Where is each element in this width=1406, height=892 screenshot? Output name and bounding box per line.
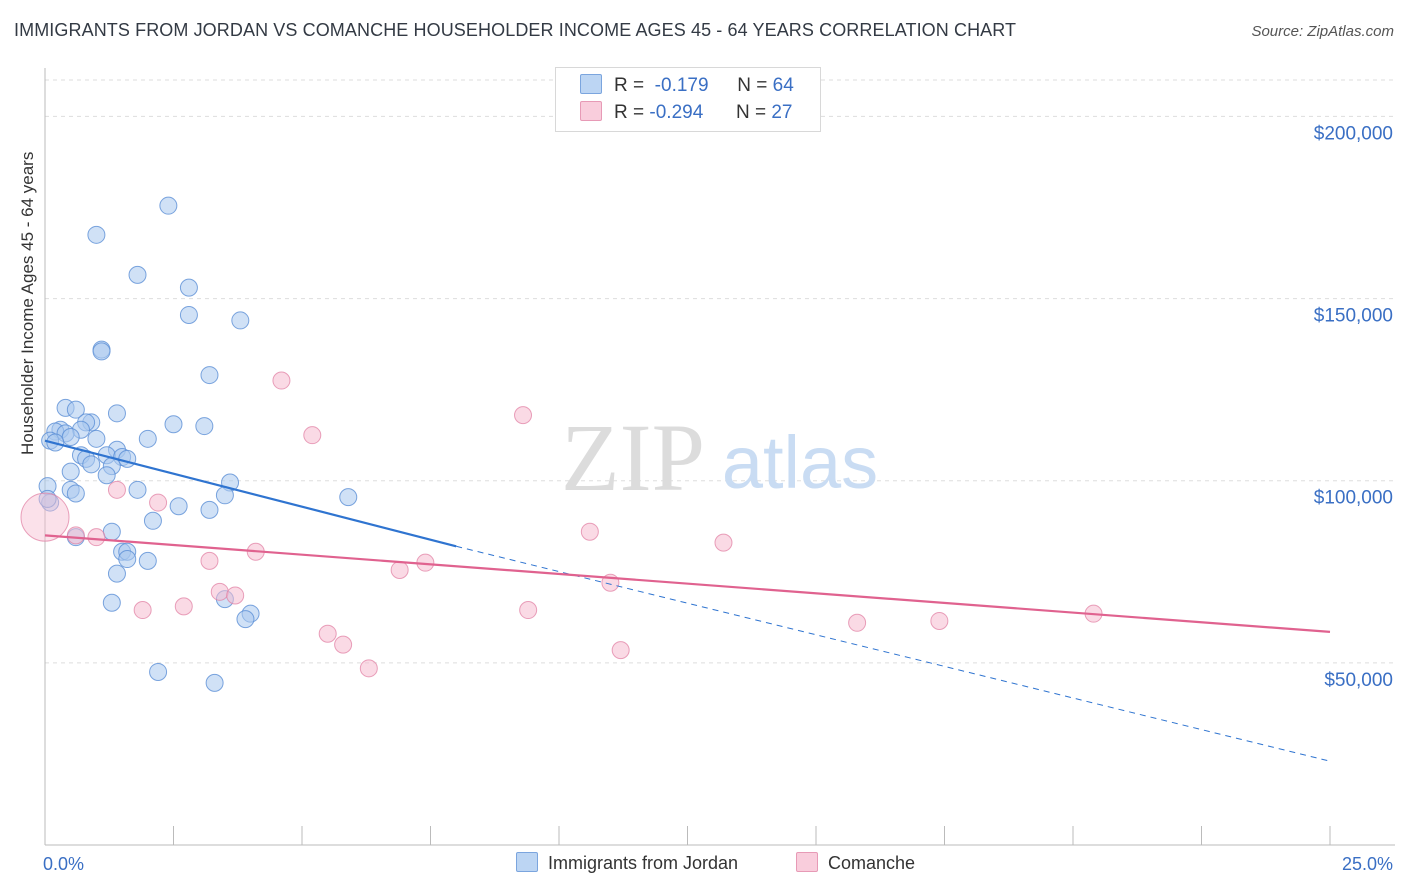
point-comanche (714, 533, 733, 552)
point-jordan (102, 593, 121, 612)
point-comanche (226, 586, 245, 605)
point-comanche (318, 624, 337, 643)
legend-swatch-jordan (516, 852, 538, 872)
legend-item-comanche: Comanche (796, 852, 915, 874)
point-jordan (138, 429, 157, 448)
point-comanche (848, 613, 867, 632)
point-jordan (92, 342, 111, 361)
point-jordan (128, 480, 147, 499)
trend-line-comanche (44, 534, 1331, 633)
legend-r-value-comanche: -0.294 (649, 102, 704, 123)
legend-r-label: R = (614, 102, 645, 123)
point-jordan (118, 550, 137, 569)
point-comanche (611, 641, 630, 660)
point-comanche (133, 601, 152, 620)
legend-r-label: R = (614, 75, 645, 96)
point-jordan (118, 449, 137, 468)
point-comanche (334, 635, 353, 654)
gridlines (45, 79, 1395, 664)
point-comanche (87, 528, 106, 547)
point-jordan (138, 551, 157, 570)
legend-swatch-jordan (580, 74, 602, 94)
point-jordan (66, 400, 85, 419)
legend-item-jordan: Immigrants from Jordan (516, 852, 738, 874)
point-comanche (20, 492, 70, 542)
chart-title: IMMIGRANTS FROM JORDAN VS COMANCHE HOUSE… (14, 20, 1017, 40)
point-comanche (149, 493, 168, 512)
point-jordan (38, 489, 57, 508)
point-jordan (169, 497, 188, 516)
watermark-zip: ZIP (561, 404, 705, 511)
point-jordan (231, 311, 250, 330)
point-comanche (514, 406, 533, 425)
watermark: ZIP atlas (561, 404, 878, 511)
source-label: Source: ZipAtlas.com (1251, 23, 1394, 40)
legend-r-value-jordan: -0.179 (654, 75, 709, 96)
legend-label-comanche: Comanche (828, 853, 916, 873)
y-tick-label: $200,000 (1314, 123, 1393, 144)
legend-swatch-comanche (796, 852, 818, 872)
axes (44, 68, 1395, 846)
point-comanche (359, 659, 378, 678)
y-axis-label: Householder Income Ages 45 - 64 years (18, 151, 37, 455)
point-comanche (519, 601, 538, 620)
data-points (20, 196, 1103, 692)
legend-label-jordan: Immigrants from Jordan (548, 853, 739, 873)
point-jordan (61, 428, 80, 446)
point-jordan (107, 564, 126, 583)
point-jordan (87, 225, 106, 244)
point-jordan (149, 662, 168, 681)
trend-line-jordan-projection (456, 545, 1331, 762)
legend-row-jordan: R = -0.179 N = 64 (580, 74, 794, 102)
legend-swatch-comanche (580, 101, 602, 121)
point-jordan (159, 196, 178, 215)
point-jordan (97, 466, 116, 485)
point-jordan (107, 404, 126, 423)
point-comanche (272, 371, 291, 390)
point-comanche (580, 522, 599, 541)
x-tick-label: 25.0% (1342, 854, 1393, 874)
correlation-legend: R = -0.179 N = 64 R = -0.294 N = 27 (555, 67, 821, 132)
point-jordan (143, 511, 162, 530)
tick-labels: $50,000 $100,000 $150,000 $200,000 0.0% 25.0% (43, 123, 1393, 874)
y-tick-label: $100,000 (1314, 488, 1393, 509)
point-comanche (107, 480, 126, 499)
point-comanche (200, 551, 219, 570)
point-jordan (236, 610, 255, 629)
point-jordan (200, 366, 219, 385)
point-jordan (102, 522, 121, 541)
y-tick-label: $50,000 (1324, 670, 1393, 691)
point-comanche (174, 597, 193, 616)
legend-n-value-comanche: 27 (771, 102, 793, 123)
point-jordan (128, 265, 147, 284)
legend-n-label: N = (735, 102, 767, 123)
point-jordan (200, 500, 219, 519)
point-comanche (390, 560, 409, 579)
point-jordan (61, 462, 80, 481)
point-jordan (195, 417, 214, 436)
trend-line-jordan (44, 439, 457, 548)
y-tick-label: $150,000 (1314, 306, 1393, 327)
point-jordan (179, 305, 198, 324)
point-comanche (930, 611, 949, 630)
point-jordan (66, 484, 85, 503)
legend-n-label: N = (737, 75, 768, 96)
trend-lines (44, 439, 1331, 762)
point-jordan (164, 415, 183, 434)
point-jordan (339, 488, 358, 507)
point-comanche (66, 526, 85, 545)
point-jordan (205, 673, 224, 692)
point-jordan (87, 429, 106, 448)
legend-row-comanche: R = -0.294 N = 27 (580, 101, 792, 129)
legend-n-value-jordan: 64 (772, 75, 794, 96)
x-tick-label: 0.0% (43, 854, 84, 874)
point-comanche (210, 582, 229, 601)
point-jordan (82, 455, 101, 474)
point-comanche (303, 426, 322, 445)
point-jordan (179, 278, 198, 297)
watermark-atlas: atlas (722, 421, 878, 504)
